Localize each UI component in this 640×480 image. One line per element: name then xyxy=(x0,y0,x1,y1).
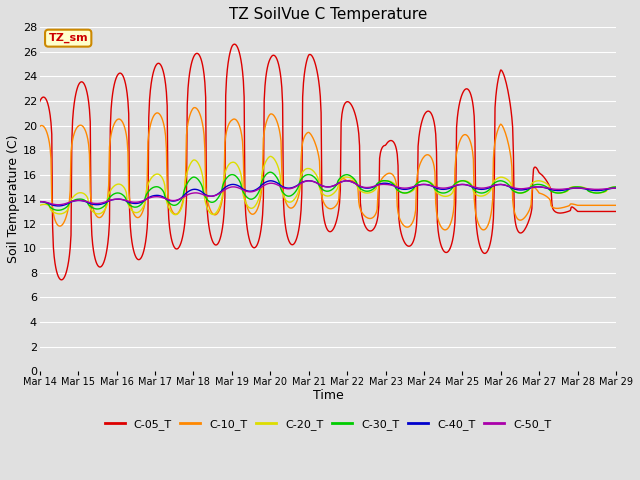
Line: C-40_T: C-40_T xyxy=(40,181,616,206)
C-30_T xyxy=(106,194,114,200)
C-20_T xyxy=(46,205,54,211)
Line: C-05_T: C-05_T xyxy=(40,44,616,280)
C-50_T xyxy=(36,199,44,204)
C-40_T xyxy=(36,199,44,204)
C-20_T xyxy=(400,190,408,196)
C-20_T xyxy=(612,184,620,190)
C-50_T xyxy=(165,197,173,203)
C-10_T xyxy=(612,203,620,208)
C-20_T xyxy=(36,203,44,208)
C-20_T xyxy=(164,203,172,209)
Title: TZ SoilVue C Temperature: TZ SoilVue C Temperature xyxy=(228,7,427,22)
Text: TZ_sm: TZ_sm xyxy=(49,33,88,43)
C-20_T xyxy=(195,162,203,168)
Line: C-10_T: C-10_T xyxy=(40,108,616,230)
C-10_T xyxy=(416,162,424,168)
C-40_T xyxy=(305,178,313,184)
C-10_T xyxy=(36,123,44,129)
C-40_T xyxy=(106,198,114,204)
C-05_T xyxy=(195,52,203,58)
C-10_T xyxy=(106,144,113,150)
C-05_T xyxy=(106,125,114,131)
X-axis label: Time: Time xyxy=(312,389,343,402)
C-10_T xyxy=(399,222,406,228)
C-20_T xyxy=(267,154,275,159)
C-20_T xyxy=(417,179,424,184)
C-05_T xyxy=(46,113,54,119)
C-10_T xyxy=(46,145,54,151)
Line: C-30_T: C-30_T xyxy=(40,172,616,210)
C-05_T xyxy=(400,238,408,243)
C-50_T xyxy=(612,185,620,191)
C-05_T xyxy=(58,277,65,283)
Y-axis label: Soil Temperature (C): Soil Temperature (C) xyxy=(7,135,20,264)
C-30_T xyxy=(417,179,424,184)
C-30_T xyxy=(165,200,173,205)
C-40_T xyxy=(54,203,62,209)
C-05_T xyxy=(230,41,238,47)
C-40_T xyxy=(165,197,173,203)
C-50_T xyxy=(46,201,54,206)
C-10_T xyxy=(164,193,172,199)
C-20_T xyxy=(106,190,113,195)
C-50_T xyxy=(400,185,408,191)
C-50_T xyxy=(417,182,424,188)
C-40_T xyxy=(612,185,620,191)
C-30_T xyxy=(612,184,620,190)
C-30_T xyxy=(400,190,408,196)
Legend: C-05_T, C-10_T, C-20_T, C-30_T, C-40_T, C-50_T: C-05_T, C-10_T, C-20_T, C-30_T, C-40_T, … xyxy=(100,415,556,434)
C-30_T xyxy=(46,204,54,210)
C-05_T xyxy=(36,99,44,105)
C-10_T xyxy=(195,110,203,116)
C-40_T xyxy=(195,188,203,193)
C-30_T xyxy=(267,169,275,175)
C-50_T xyxy=(106,197,114,203)
C-50_T xyxy=(195,191,203,196)
Line: C-50_T: C-50_T xyxy=(40,181,616,205)
C-10_T xyxy=(191,105,198,110)
C-30_T xyxy=(54,207,62,213)
C-30_T xyxy=(195,178,203,184)
C-05_T xyxy=(417,124,424,130)
C-05_T xyxy=(612,209,620,215)
C-30_T xyxy=(36,199,44,204)
C-40_T xyxy=(400,186,408,192)
C-05_T xyxy=(165,216,173,222)
C-20_T xyxy=(172,212,179,217)
C-10_T xyxy=(442,227,449,233)
Line: C-20_T: C-20_T xyxy=(40,156,616,215)
C-50_T xyxy=(54,202,62,208)
C-40_T xyxy=(417,182,424,188)
C-50_T xyxy=(305,178,313,184)
C-40_T xyxy=(46,201,54,207)
